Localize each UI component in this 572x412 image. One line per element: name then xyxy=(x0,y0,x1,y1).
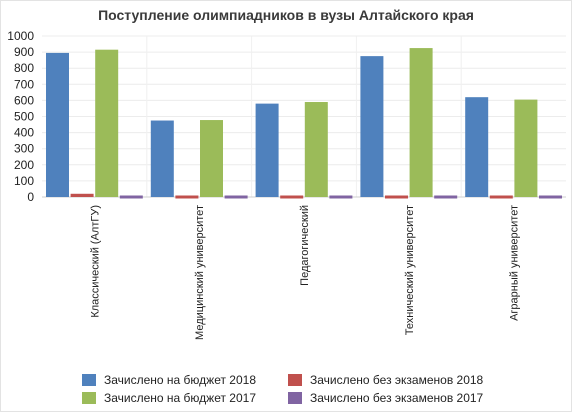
legend-label: Зачислено без экзаменов 2018 xyxy=(310,373,484,387)
bar xyxy=(224,195,248,199)
bar xyxy=(46,52,69,197)
bar xyxy=(539,195,562,199)
bar xyxy=(385,195,408,199)
y-tick-label: 300 xyxy=(14,142,34,156)
grid xyxy=(42,35,566,198)
x-tick-label: Медицинский университет xyxy=(194,205,206,340)
x-tick-label: Педагогический xyxy=(299,205,311,286)
bar xyxy=(150,120,174,197)
y-tick-label: 600 xyxy=(14,93,34,107)
chart-title: Поступление олимпиадников в вузы Алтайск… xyxy=(98,7,474,23)
bar xyxy=(95,49,119,198)
legend-swatch xyxy=(288,374,302,386)
bar xyxy=(360,56,384,197)
bar xyxy=(465,97,489,197)
y-tick-label: 900 xyxy=(14,45,34,59)
legend-item[interactable]: Зачислено без экзаменов 2018 xyxy=(288,373,484,387)
bar xyxy=(409,48,433,198)
bar xyxy=(514,99,538,197)
bar xyxy=(280,195,304,199)
legend-item[interactable]: Зачислено без экзаменов 2017 xyxy=(288,391,484,405)
legend: Зачислено на бюджет 2018 Зачислено без эк… xyxy=(82,373,484,405)
y-tick-label: 0 xyxy=(27,190,34,204)
y-tick-label: 200 xyxy=(14,158,34,172)
legend-label: Зачислено на бюджет 2017 xyxy=(104,391,256,405)
y-tick-label: 500 xyxy=(14,110,34,124)
y-tick-label: 700 xyxy=(14,77,34,91)
x-tick-label: Классический (АлтГУ) xyxy=(89,205,101,318)
legend-swatch xyxy=(288,392,302,404)
y-tick-label: 400 xyxy=(14,126,34,140)
y-tick-label: 1000 xyxy=(7,29,34,43)
x-tick-label: Технический университет xyxy=(404,205,416,335)
x-tick-label: Аграрный университет xyxy=(509,205,521,321)
legend-label: Зачислено на бюджет 2018 xyxy=(104,373,256,387)
y-axis: 0 100 200 300 400 500 600 700 800 900 1000 xyxy=(7,29,34,204)
legend-swatch xyxy=(82,392,96,404)
legend-swatch xyxy=(82,374,96,386)
legend-item[interactable]: Зачислено на бюджет 2018 xyxy=(82,373,256,387)
bar xyxy=(434,195,458,199)
bar xyxy=(489,195,513,199)
bar xyxy=(119,195,143,199)
bar xyxy=(70,193,94,197)
bar xyxy=(255,103,279,197)
bar xyxy=(200,120,223,197)
x-axis: Классический (АлтГУ) Медицинский универси… xyxy=(89,205,520,340)
bar xyxy=(175,195,199,199)
bars xyxy=(46,48,562,199)
bar xyxy=(304,102,328,197)
bar xyxy=(329,195,353,199)
y-tick-label: 800 xyxy=(14,61,34,75)
legend-item[interactable]: Зачислено на бюджет 2017 xyxy=(82,391,256,405)
y-tick-label: 100 xyxy=(14,174,34,188)
legend-label: Зачислено без экзаменов 2017 xyxy=(310,391,484,405)
